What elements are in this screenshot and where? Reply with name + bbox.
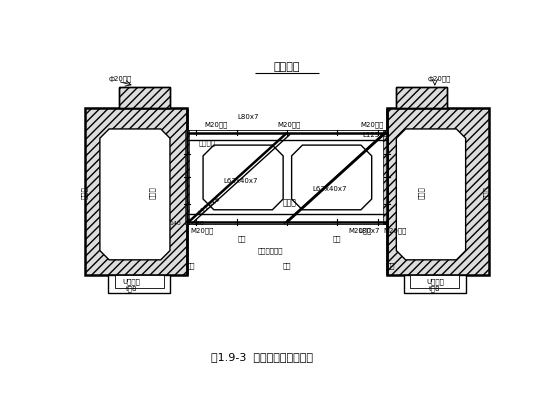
Text: ф20钢筋: ф20钢筋: [109, 76, 132, 82]
Bar: [383, 131, 387, 224]
Text: L63x40x7: L63x40x7: [312, 186, 347, 192]
Bar: [396, 87, 447, 108]
Text: 格结面: 格结面: [149, 186, 156, 199]
Text: M20螺栓: M20螺栓: [204, 122, 228, 129]
Text: M20螺栓: M20螺栓: [348, 227, 372, 234]
Polygon shape: [100, 129, 170, 260]
Text: ф20钢筋: ф20钢筋: [427, 76, 450, 82]
Text: t＝8: t＝8: [429, 285, 441, 291]
Bar: [119, 87, 170, 108]
Text: U形钢板: U形钢板: [123, 279, 141, 286]
Text: M20螺栓: M20螺栓: [191, 227, 214, 234]
Text: 模板: 模板: [283, 262, 291, 269]
Bar: [404, 275, 465, 293]
Text: 粘结面: 粘结面: [418, 186, 425, 199]
Bar: [187, 140, 387, 214]
Bar: [410, 275, 459, 288]
Text: 半横断面: 半横断面: [274, 62, 300, 72]
Text: 粘结面: 粘结面: [81, 186, 87, 199]
Polygon shape: [292, 145, 372, 210]
Text: 140: 140: [170, 221, 181, 226]
Text: 模板: 模板: [387, 262, 395, 269]
Bar: [119, 87, 170, 108]
Polygon shape: [203, 145, 283, 210]
Text: 一层碳纤维布: 一层碳纤维布: [257, 247, 283, 254]
Text: M20螺栓: M20螺栓: [360, 122, 384, 129]
Bar: [185, 131, 189, 224]
Bar: [109, 275, 170, 293]
Text: U形钢板: U形钢板: [426, 279, 444, 286]
Text: L125x8: L125x8: [362, 132, 388, 138]
Bar: [115, 275, 164, 288]
Bar: [396, 87, 447, 108]
Text: L80x7: L80x7: [358, 228, 380, 234]
Text: 图1.9-3  刚架拱横隔板加固图: 图1.9-3 刚架拱横隔板加固图: [211, 352, 314, 362]
Text: M20螺栓: M20螺栓: [383, 227, 407, 234]
Bar: [387, 108, 489, 275]
Text: 模板: 模板: [186, 262, 195, 269]
Text: 梁系: 梁系: [333, 236, 341, 242]
Polygon shape: [396, 129, 465, 260]
Text: L125x8: L125x8: [197, 196, 221, 216]
Text: L63x40x7: L63x40x7: [223, 178, 258, 184]
Text: 梁系: 梁系: [238, 236, 246, 242]
Text: 新设横板: 新设横板: [198, 139, 216, 146]
Text: 原隔板: 原隔板: [282, 198, 296, 207]
Text: M20螺栓: M20螺栓: [278, 122, 301, 129]
Text: L80x7: L80x7: [238, 114, 259, 121]
Text: t＝8: t＝8: [125, 285, 137, 291]
Text: 140: 140: [192, 221, 204, 226]
Text: 粘结面: 粘结面: [483, 186, 490, 199]
Bar: [85, 108, 187, 275]
